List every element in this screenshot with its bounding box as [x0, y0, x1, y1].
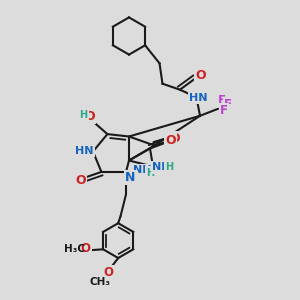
Text: H: H [165, 162, 173, 172]
Text: H: H [79, 110, 88, 120]
Text: F: F [220, 104, 228, 117]
Text: O: O [169, 132, 180, 145]
Text: H₃C: H₃C [64, 244, 85, 254]
Text: O: O [103, 266, 113, 280]
Text: H: H [146, 167, 154, 178]
Text: NH: NH [152, 162, 171, 172]
Text: HN: HN [75, 146, 94, 156]
Text: O: O [81, 242, 91, 256]
Text: F: F [218, 94, 226, 107]
Text: F: F [224, 98, 232, 111]
Text: NH: NH [133, 165, 151, 176]
Text: O: O [196, 69, 206, 82]
Text: HN: HN [189, 93, 207, 103]
Text: N: N [125, 171, 136, 184]
Text: CH₃: CH₃ [90, 277, 111, 287]
Text: O: O [85, 110, 95, 123]
Text: O: O [165, 134, 176, 147]
Text: O: O [75, 174, 86, 188]
